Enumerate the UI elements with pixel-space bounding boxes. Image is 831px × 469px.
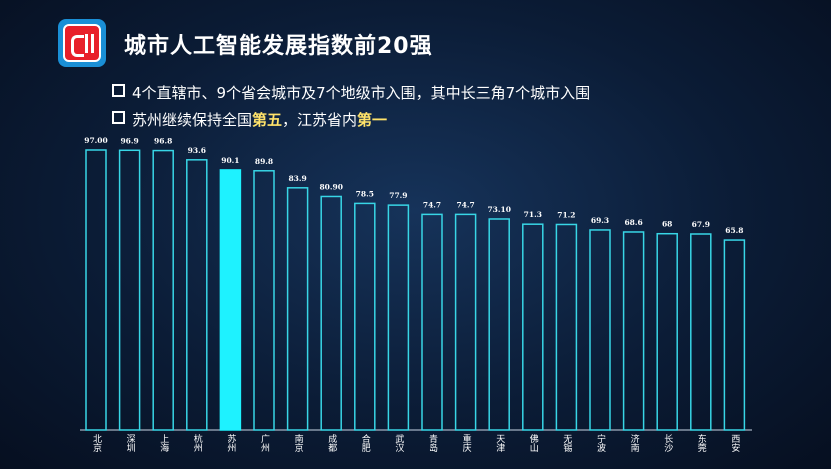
bar (152, 149, 174, 431)
value-label: 68.6 (624, 218, 642, 227)
value-label: 96.9 (120, 136, 138, 145)
bar (656, 232, 678, 431)
value-label: 90.1 (221, 156, 239, 165)
bar (286, 187, 309, 431)
bar (219, 169, 242, 431)
value-label: 71.2 (557, 210, 575, 219)
x-tick-label: 北京 (91, 434, 102, 453)
bar (522, 223, 544, 431)
bar (421, 213, 443, 431)
x-tick-label: 南京 (293, 433, 304, 453)
x-tick-label: 广州 (259, 433, 270, 452)
bar (320, 195, 342, 431)
bar (690, 233, 712, 431)
x-tick-label: 济南 (629, 433, 640, 452)
bar (85, 149, 107, 431)
value-label: 83.9 (288, 174, 306, 183)
bar (454, 213, 477, 431)
x-tick-label: 苏州 (225, 433, 236, 452)
value-label: 67.9 (692, 220, 710, 229)
value-label: 80.90 (319, 182, 343, 191)
value-label: 77.9 (389, 191, 407, 200)
value-label: 96.8 (154, 137, 172, 146)
value-label: 97.00 (84, 136, 108, 145)
value-label: 89.8 (255, 157, 273, 166)
value-label: 74.7 (456, 200, 474, 209)
note-text: ，江苏省内 (282, 111, 358, 129)
value-label: 68 (662, 220, 672, 229)
note-emphasis: 第一 (357, 111, 388, 129)
note: 4个直辖市、9个省会城市及7个地级市入围，其中长三角7个城市入围 (112, 82, 590, 103)
bar (118, 149, 141, 431)
note-text: 苏州继续保持全国 (132, 111, 253, 129)
bar (387, 204, 410, 431)
value-label: 65.8 (725, 226, 743, 235)
title: 城市人工智能发展指数前20强 (124, 34, 433, 59)
bar (253, 170, 275, 431)
bar (354, 202, 376, 431)
x-tick-label: 合肥 (360, 433, 371, 453)
x-tick-label: 重庆 (461, 433, 472, 453)
x-tick-label: 杭州 (192, 433, 203, 452)
note-emphasis: 第五 (252, 111, 283, 129)
x-tick-label: 佛山 (528, 433, 539, 452)
x-tick-label: 深圳 (125, 434, 136, 452)
x-tick-label: 无锡 (561, 434, 572, 453)
x-tick-label: 成都 (326, 433, 337, 453)
bar (186, 159, 208, 431)
logo (58, 19, 106, 67)
x-tick-label: 武汉 (393, 433, 404, 453)
bar (622, 231, 645, 431)
x-tick-label: 天津 (494, 434, 505, 453)
x-tick-label: 上海 (158, 434, 169, 453)
value-label: 73.10 (487, 205, 511, 214)
value-label: 93.6 (188, 146, 206, 155)
x-tick-label: 东莞 (696, 433, 707, 453)
x-tick-label: 长沙 (662, 433, 673, 452)
value-label: 78.5 (356, 189, 374, 198)
bar (723, 239, 746, 431)
bar (555, 223, 578, 431)
bar (488, 218, 510, 431)
value-label: 69.3 (591, 216, 609, 225)
x-tick-label: 西安 (729, 434, 740, 453)
bar (589, 229, 611, 431)
value-label: 74.7 (423, 200, 441, 209)
note: 苏州继续保持全国第五，江苏省内第一 (112, 109, 387, 130)
note-text: 4个直辖市、9个省会城市及7个地级市入围，其中长三角7个城市入围 (132, 84, 591, 102)
x-tick-label: 宁波 (595, 433, 606, 453)
value-label: 71.3 (524, 210, 542, 219)
x-tick-label: 青岛 (427, 433, 438, 453)
